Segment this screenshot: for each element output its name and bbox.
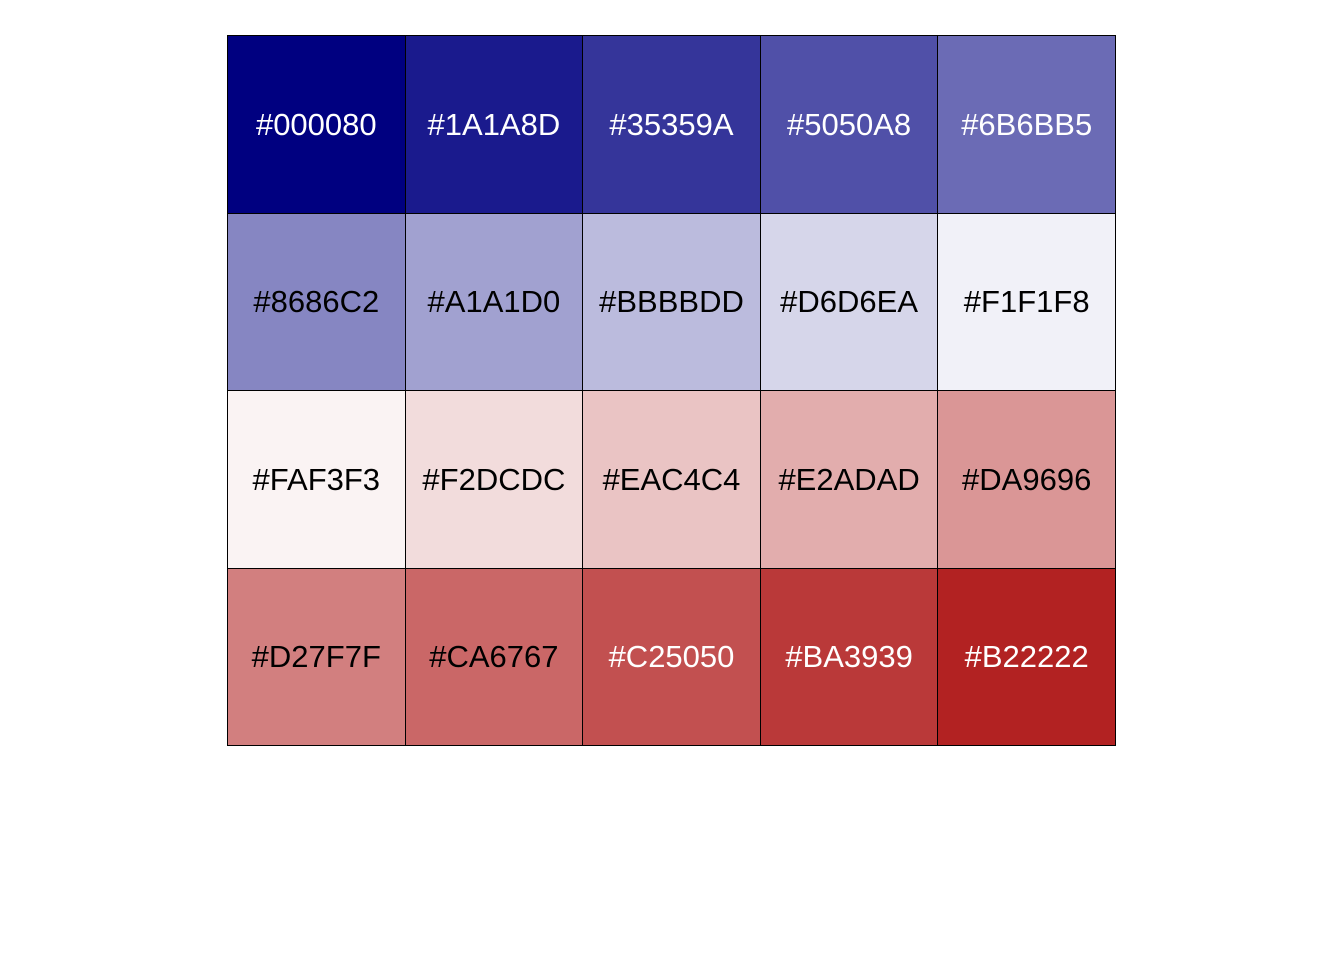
color-swatch: #B22222 [938, 568, 1116, 746]
color-swatch: #C25050 [583, 568, 761, 746]
color-swatch: #EAC4C4 [583, 391, 761, 569]
color-swatch: #D27F7F [228, 568, 406, 746]
color-swatch: #A1A1D0 [405, 213, 584, 391]
color-swatch: #000080 [228, 36, 406, 214]
color-swatch: #DA9696 [938, 391, 1116, 569]
color-swatch: #E2ADAD [760, 391, 939, 569]
color-swatch: #F1F1F8 [938, 213, 1116, 391]
color-swatch: #1A1A8D [405, 36, 584, 214]
color-swatch: #BA3939 [760, 568, 939, 746]
color-swatch-grid: #000080 #1A1A8D #35359A #5050A8 #6B6BB5 #8686… [227, 35, 1116, 746]
color-swatch: #35359A [583, 36, 761, 214]
color-swatch: #6B6BB5 [938, 36, 1116, 214]
color-swatch: #5050A8 [760, 36, 939, 214]
color-swatch: #FAF3F3 [228, 391, 406, 569]
color-swatch: #F2DCDC [405, 391, 584, 569]
color-swatch: #D6D6EA [760, 213, 939, 391]
color-swatch: #CA6767 [405, 568, 584, 746]
color-swatch: #BBBBDD [583, 213, 761, 391]
color-swatch: #8686C2 [228, 213, 406, 391]
